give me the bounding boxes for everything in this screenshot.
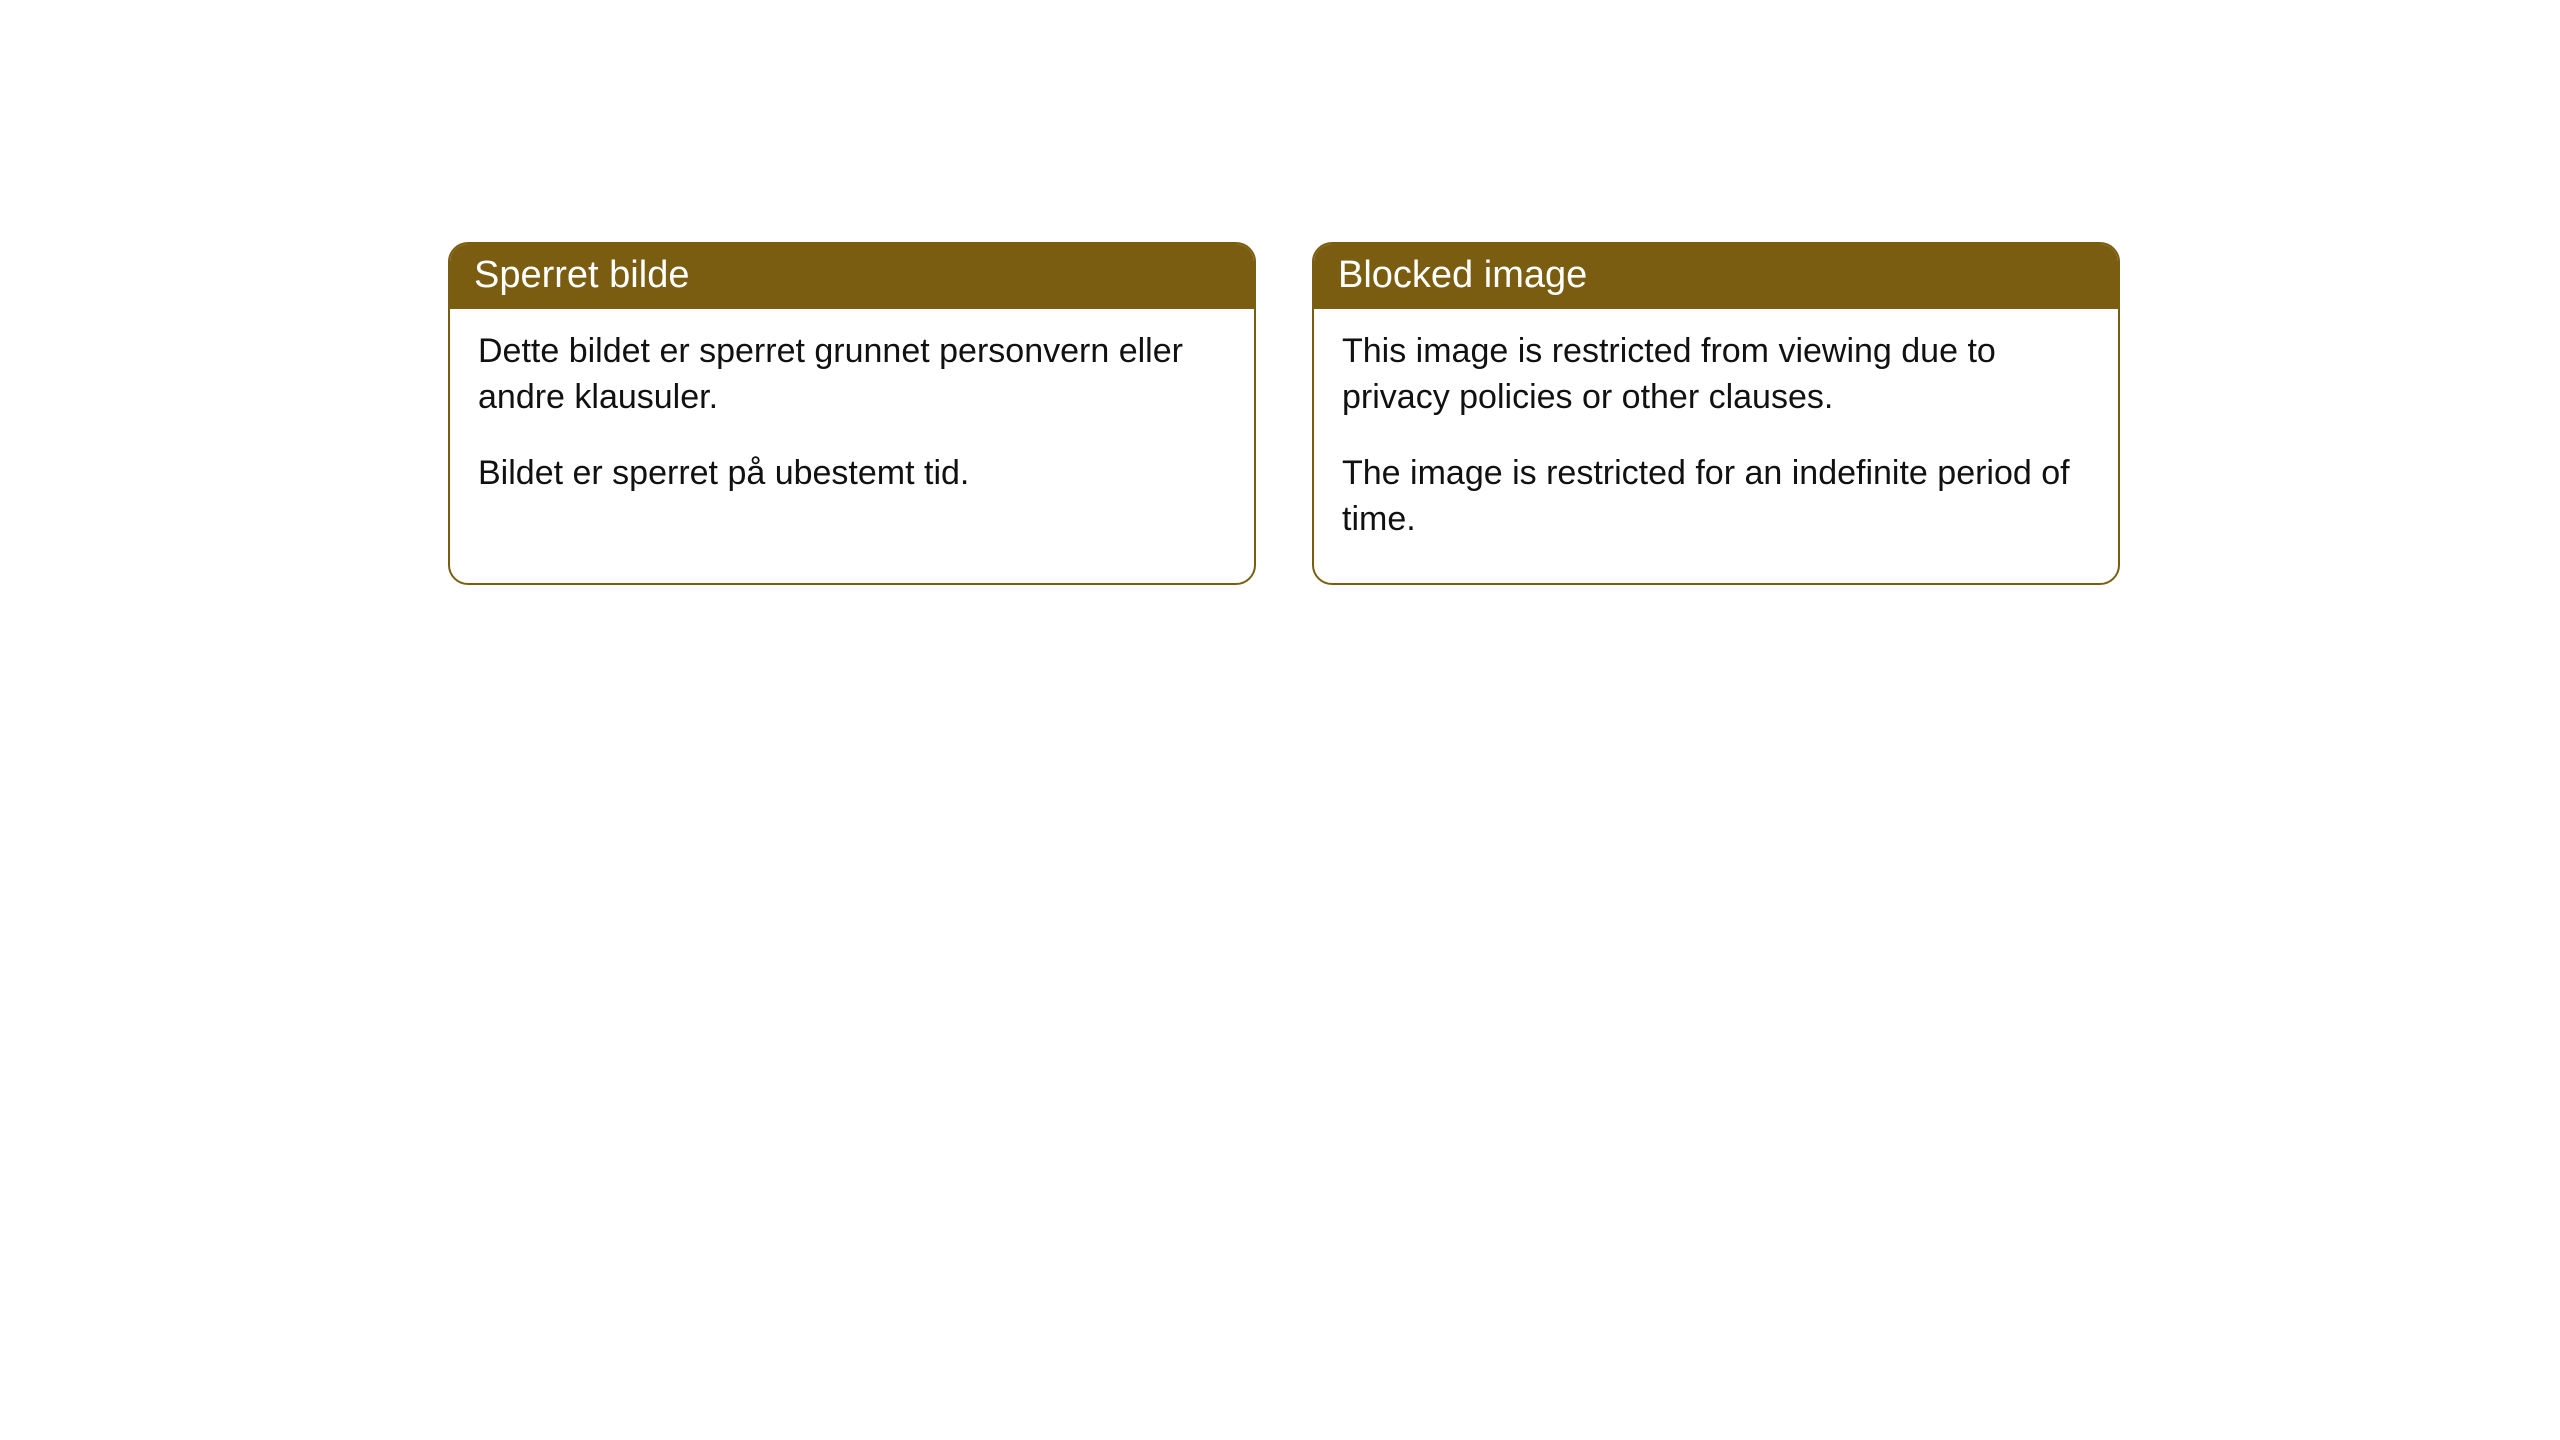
card-body: Dette bildet er sperret grunnet personve… (450, 309, 1254, 537)
card-paragraph: Dette bildet er sperret grunnet personve… (478, 329, 1226, 421)
card-title: Sperret bilde (474, 254, 689, 296)
card-paragraph: This image is restricted from viewing du… (1342, 329, 2090, 421)
notice-cards-container: Sperret bilde Dette bildet er sperret gr… (448, 242, 2120, 585)
notice-card-norwegian: Sperret bilde Dette bildet er sperret gr… (448, 242, 1256, 585)
card-body: This image is restricted from viewing du… (1314, 309, 2118, 583)
card-paragraph: The image is restricted for an indefinit… (1342, 451, 2090, 543)
notice-card-english: Blocked image This image is restricted f… (1312, 242, 2120, 585)
card-header: Sperret bilde (450, 244, 1254, 309)
card-header: Blocked image (1314, 244, 2118, 309)
card-title: Blocked image (1338, 254, 1587, 296)
card-paragraph: Bildet er sperret på ubestemt tid. (478, 451, 1226, 497)
